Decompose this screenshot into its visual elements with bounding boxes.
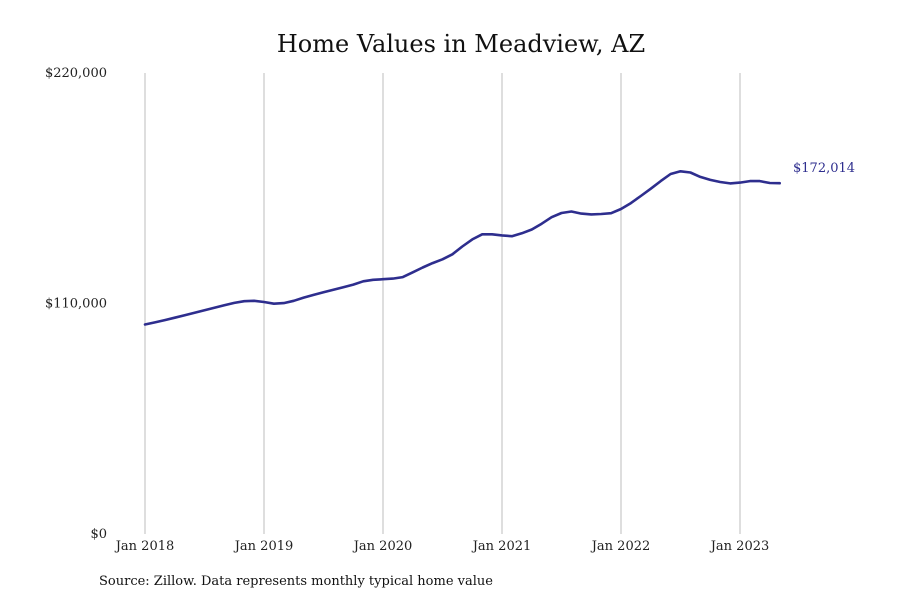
y-tick-label: $220,000 [45,66,107,81]
x-tick-label: Jan 2022 [590,539,651,554]
gridlines [144,73,741,534]
y-tick-label: $110,000 [45,297,107,312]
x-tick-label: Jan 2023 [709,539,770,554]
end-value-label: $172,014 [793,161,855,176]
series-line [143,170,781,326]
x-axis-ticks: Jan 2018 Jan 2019 Jan 2020 Jan 2021 Jan 2022… [114,539,770,554]
y-tick-label: $0 [90,527,107,542]
x-tick-label: Jan 2018 [114,539,175,554]
chart-title: Home Values in Meadview, AZ [277,30,645,58]
source-note: Source: Zillow. Data represents monthly … [99,574,493,589]
y-axis-ticks: $0 $110,000 $220,000 [45,66,107,542]
x-tick-label: Jan 2021 [471,539,532,554]
x-tick-label: Jan 2019 [233,539,294,554]
x-tick-label: Jan 2020 [352,539,413,554]
